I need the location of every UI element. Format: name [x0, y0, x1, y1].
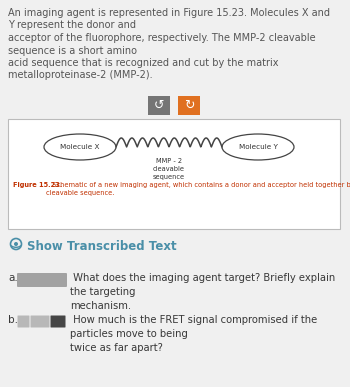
- Text: Schematic of a new imaging agent, which contains a donor and acceptor held toget: Schematic of a new imaging agent, which …: [46, 182, 350, 195]
- Text: b.: b.: [8, 315, 18, 325]
- Text: Molecule Y: Molecule Y: [239, 144, 278, 150]
- FancyBboxPatch shape: [18, 315, 29, 327]
- Text: a.: a.: [8, 273, 18, 283]
- FancyBboxPatch shape: [17, 273, 67, 287]
- Text: Figure 15.23.: Figure 15.23.: [13, 182, 62, 188]
- Text: ↺: ↺: [154, 99, 164, 112]
- Text: How much is the FRET signal compromised if the
particles move to being
twice as : How much is the FRET signal compromised …: [70, 315, 317, 353]
- Text: acceptor of the fluorophore, respectively. The MMP-2 cleavable: acceptor of the fluorophore, respectivel…: [8, 33, 316, 43]
- Text: acid sequence that is recognized and cut by the matrix: acid sequence that is recognized and cut…: [8, 58, 279, 68]
- Text: Molecule X: Molecule X: [60, 144, 100, 150]
- FancyBboxPatch shape: [8, 119, 340, 229]
- Ellipse shape: [222, 134, 294, 160]
- Text: An imaging agent is represented in Figure 15.23. Molecules X and: An imaging agent is represented in Figur…: [8, 8, 330, 18]
- FancyBboxPatch shape: [30, 315, 49, 327]
- Text: sequence is a short amino: sequence is a short amino: [8, 46, 137, 55]
- Text: Show Transcribed Text: Show Transcribed Text: [27, 240, 177, 253]
- Ellipse shape: [44, 134, 116, 160]
- Circle shape: [14, 242, 18, 246]
- FancyBboxPatch shape: [50, 315, 65, 327]
- Text: ↻: ↻: [184, 99, 194, 112]
- Text: metalloproteinase-2 (MMP-2).: metalloproteinase-2 (MMP-2).: [8, 70, 153, 80]
- Text: What does the imaging agent target? Briefly explain
the targeting
mechanism.: What does the imaging agent target? Brie…: [70, 273, 335, 311]
- Text: Y represent the donor and: Y represent the donor and: [8, 21, 136, 31]
- FancyBboxPatch shape: [178, 96, 200, 115]
- FancyBboxPatch shape: [148, 96, 170, 115]
- Text: MMP - 2
cleavable
sequence: MMP - 2 cleavable sequence: [153, 158, 185, 180]
